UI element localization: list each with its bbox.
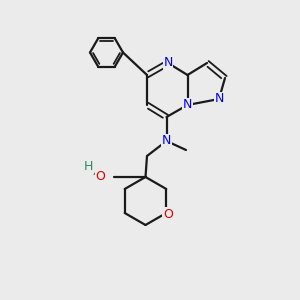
Text: O: O bbox=[163, 208, 173, 221]
Text: O: O bbox=[96, 170, 105, 184]
Text: H: H bbox=[84, 160, 93, 173]
Text: N: N bbox=[162, 134, 171, 148]
Text: N: N bbox=[183, 98, 192, 112]
Text: N: N bbox=[214, 92, 224, 106]
Text: N: N bbox=[163, 56, 173, 70]
